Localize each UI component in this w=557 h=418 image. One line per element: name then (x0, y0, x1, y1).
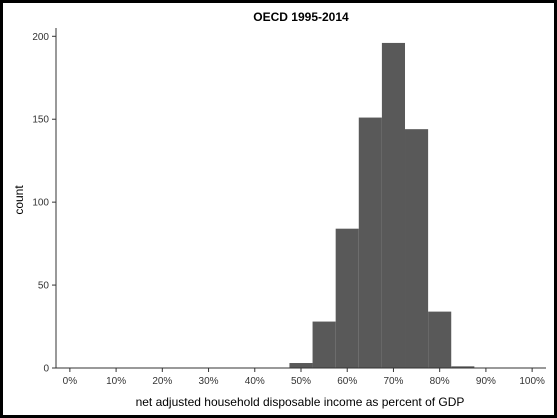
y-tick-label-0: 0 (43, 364, 49, 375)
y-tick-label-1: 50 (38, 281, 50, 292)
y-ticks-group: 0 50 100 150 200 (32, 32, 56, 375)
x-ticks-group: 0% 10% 20% 30% 40% 50% 60% 70% 80% 90% 100% (63, 368, 545, 387)
x-tick-label-3: 30% (199, 376, 219, 387)
y-axis-label: count (12, 185, 26, 215)
chart-title: OECD 1995-2014 (253, 10, 349, 24)
y-tick-label-3: 150 (32, 115, 49, 126)
histogram-bar-7 (451, 366, 475, 368)
histogram-bar-5 (405, 129, 429, 368)
x-tick-label-6: 60% (337, 376, 357, 387)
x-tick-label-0: 0% (63, 376, 78, 387)
histogram-bar-2 (335, 228, 359, 368)
x-tick-label-2: 20% (152, 376, 172, 387)
bars-group (289, 42, 475, 369)
y-tick-label-4: 200 (32, 32, 49, 43)
x-tick-label-1: 10% (106, 376, 126, 387)
x-tick-label-10: 100% (519, 376, 545, 387)
x-tick-label-8: 80% (430, 376, 450, 387)
histogram-bar-1 (312, 321, 336, 368)
x-tick-label-4: 40% (245, 376, 265, 387)
x-axis-label: net adjusted household disposable income… (136, 395, 465, 409)
y-tick-label-2: 100 (32, 198, 49, 209)
x-tick-label-5: 50% (291, 376, 311, 387)
x-tick-label-7: 70% (383, 376, 403, 387)
histogram-bar-6 (428, 311, 452, 368)
x-tick-label-9: 90% (476, 376, 496, 387)
histogram-bar-4 (381, 42, 406, 369)
histogram-bar-3 (358, 117, 382, 368)
histogram-bar-0 (289, 363, 313, 368)
histogram-chart: OECD 1995-2014 0 50 100 150 200 0% 10% 20% 30% 4… (12, 10, 546, 409)
